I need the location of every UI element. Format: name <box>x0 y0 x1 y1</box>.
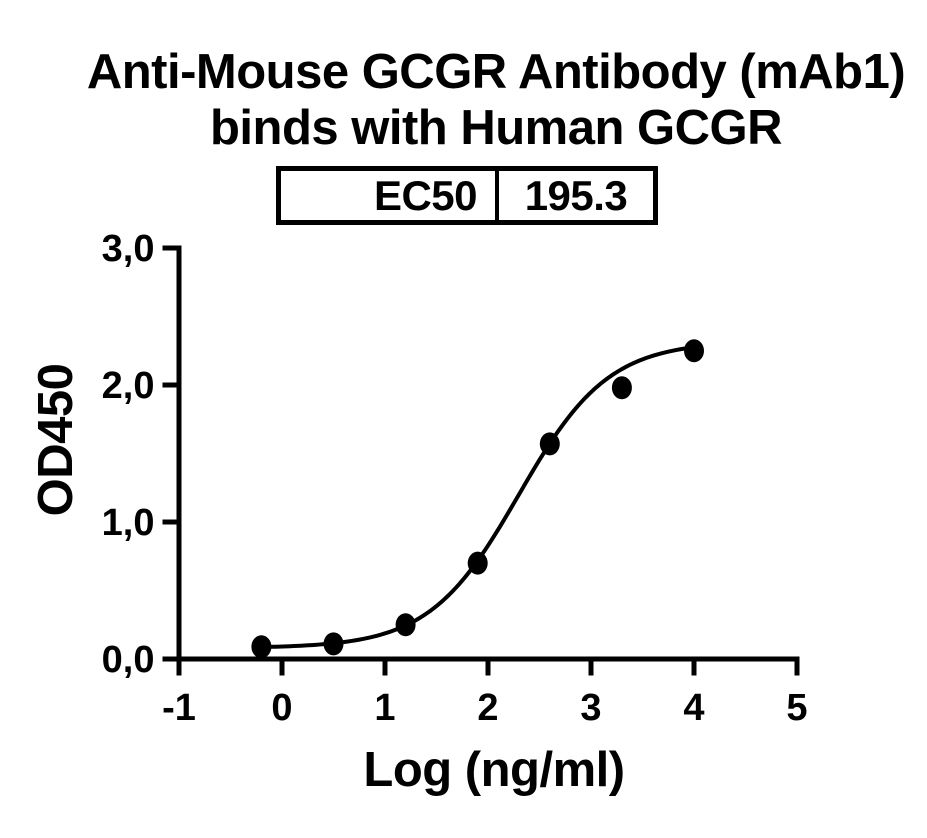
axes <box>162 245 800 676</box>
x-tick-label: 0 <box>271 687 292 729</box>
x-tick-label: 4 <box>683 687 704 729</box>
x-tick-label: 1 <box>374 687 395 729</box>
data-point <box>539 432 560 456</box>
data-point <box>251 635 272 659</box>
data-point <box>611 376 632 400</box>
y-tick-label: 1,0 <box>102 502 155 544</box>
data-point <box>467 551 488 575</box>
tick-labels: 0,0 1,0 2,0 3,0 -1 0 1 2 3 4 5 <box>102 228 808 729</box>
chart-title-line-2: binds with Human GCGR <box>209 101 783 155</box>
ec50-table: EC50 195.3 <box>276 166 658 225</box>
x-tick-label: 3 <box>580 687 601 729</box>
data-point <box>323 632 344 656</box>
data-points <box>251 339 704 659</box>
x-tick-label: 5 <box>786 687 807 729</box>
ec50-value: 195.3 <box>524 171 628 219</box>
data-point <box>395 613 416 637</box>
x-tick-label: 2 <box>477 687 498 729</box>
y-tick-label: 2,0 <box>102 365 155 407</box>
y-tick-label: 3,0 <box>102 228 155 270</box>
chart-title: Anti-Mouse GCGR Antibody (mAb1) binds wi… <box>65 44 927 156</box>
ec50-label: EC50 <box>281 171 499 220</box>
data-point <box>684 339 704 363</box>
y-axis-title: OD450 <box>29 364 83 517</box>
chart-title-line-1: Anti-Mouse GCGR Antibody (mAb1) <box>86 45 906 99</box>
x-axis-title: Log (ng/ml) <box>363 743 624 797</box>
y-tick-label: 0,0 <box>102 639 155 681</box>
x-tick-label: -1 <box>162 687 196 729</box>
